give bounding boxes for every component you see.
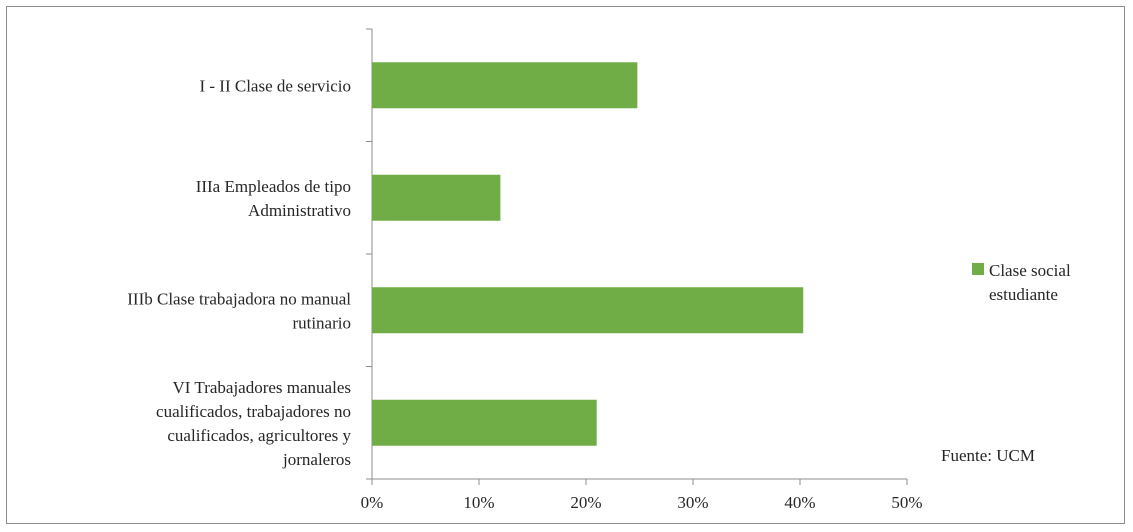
x-tick-labels: 0% 10% 20% 30% 40% 50% bbox=[361, 493, 923, 512]
category-labels: I - II Clase de servicio IIIa Empleados d… bbox=[127, 76, 351, 469]
bar bbox=[372, 174, 501, 221]
category-label-line: Administrativo bbox=[248, 201, 351, 220]
category-label-line: VI Trabajadores manuales bbox=[173, 378, 351, 397]
category-label-line: cualificados, agricultores y bbox=[167, 426, 351, 445]
category-label: IIIb Clase trabajadora no manual rutinari… bbox=[127, 289, 351, 332]
x-tick-label: 30% bbox=[677, 493, 708, 512]
bar bbox=[372, 287, 804, 334]
bars bbox=[372, 62, 804, 446]
category-label-line: jornaleros bbox=[282, 450, 351, 469]
x-tick-label: 10% bbox=[463, 493, 494, 512]
x-tick-label: 50% bbox=[891, 493, 922, 512]
legend-label-line: estudiante bbox=[989, 285, 1058, 304]
category-label-line: IIIb Clase trabajadora no manual bbox=[127, 289, 351, 308]
category-label-line: IIIa Empleados de tipo bbox=[196, 177, 351, 196]
bar bbox=[372, 62, 638, 109]
bar bbox=[372, 399, 597, 446]
x-tick-label: 40% bbox=[784, 493, 815, 512]
category-label-line: rutinario bbox=[292, 313, 351, 332]
legend-label-line: Clase social bbox=[989, 261, 1071, 280]
x-tick-label: 0% bbox=[361, 493, 384, 512]
category-label-line: cualificados, trabajadores no bbox=[156, 402, 351, 421]
legend-swatch bbox=[972, 263, 984, 275]
category-label: I - II Clase de servicio bbox=[199, 76, 351, 95]
legend-label: Clase social estudiante bbox=[989, 261, 1075, 304]
source-note: Fuente: UCM bbox=[941, 446, 1035, 465]
category-label-line: I - II Clase de servicio bbox=[199, 76, 351, 95]
x-tick-label: 20% bbox=[570, 493, 601, 512]
legend: Clase social estudiante bbox=[972, 261, 1075, 304]
category-label: IIIa Empleados de tipo Administrativo bbox=[196, 177, 351, 220]
category-label: VI Trabajadores manuales cualificados, tr… bbox=[156, 378, 351, 469]
